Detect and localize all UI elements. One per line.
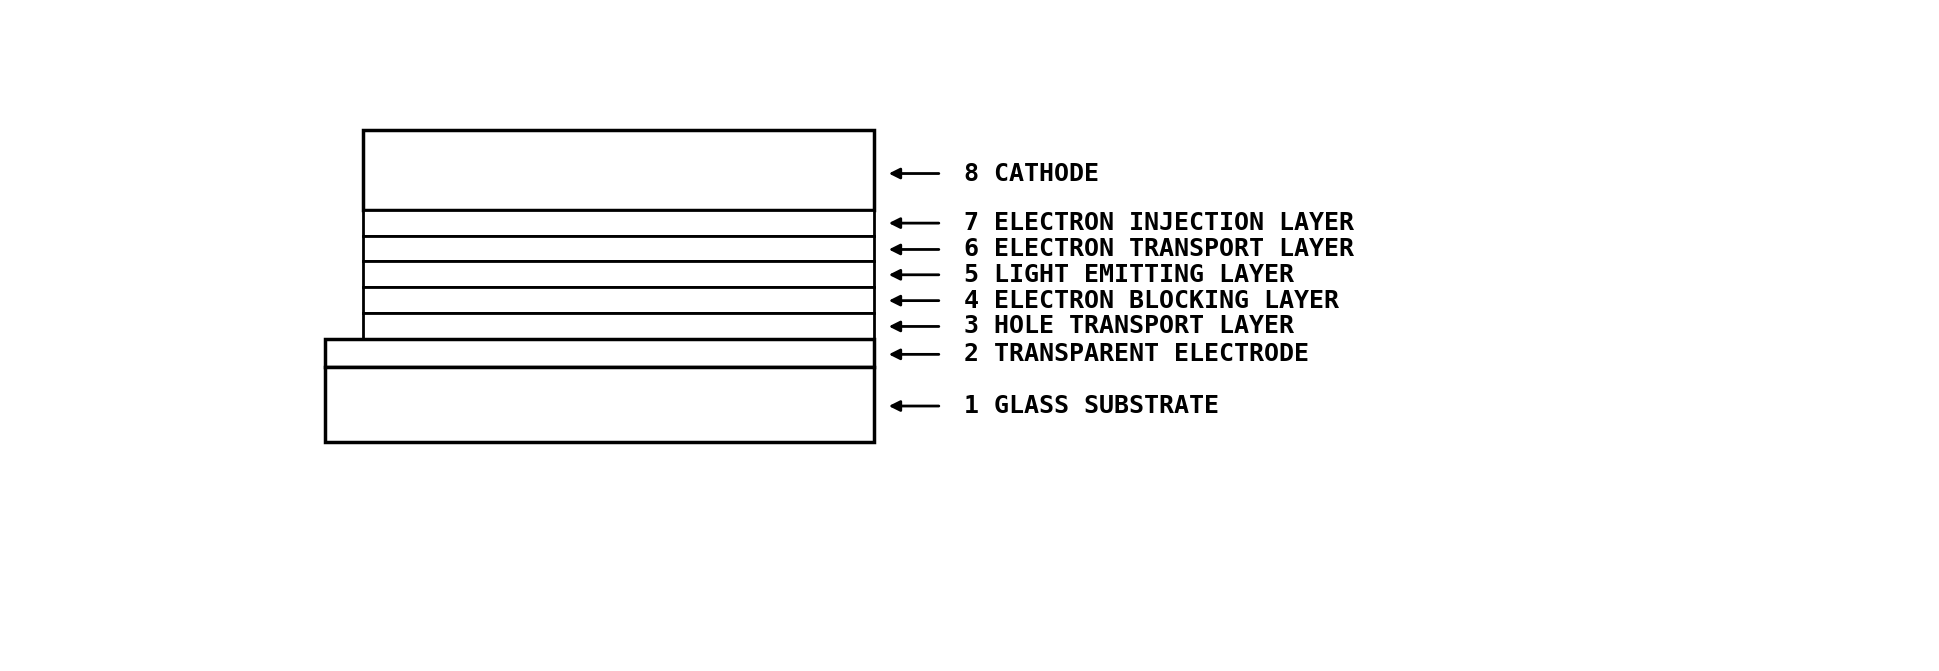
Text: 1 GLASS SUBSTRATE: 1 GLASS SUBSTRATE xyxy=(964,394,1218,418)
Text: 5 LIGHT EMITTING LAYER: 5 LIGHT EMITTING LAYER xyxy=(964,263,1293,287)
Text: 3 HOLE TRANSPORT LAYER: 3 HOLE TRANSPORT LAYER xyxy=(964,315,1293,338)
Text: 4 ELECTRON BLOCKING LAYER: 4 ELECTRON BLOCKING LAYER xyxy=(964,289,1338,313)
Bar xyxy=(363,261,873,287)
Bar xyxy=(363,130,873,209)
Bar xyxy=(363,287,873,313)
Text: 6 ELECTRON TRANSPORT LAYER: 6 ELECTRON TRANSPORT LAYER xyxy=(964,238,1353,262)
Bar xyxy=(326,367,873,442)
Bar xyxy=(363,236,873,261)
Bar xyxy=(363,209,873,236)
Bar xyxy=(363,313,873,339)
Text: 8 CATHODE: 8 CATHODE xyxy=(964,162,1099,185)
Bar xyxy=(326,339,873,367)
Text: 2 TRANSPARENT ELECTRODE: 2 TRANSPARENT ELECTRODE xyxy=(964,342,1309,366)
Text: 7 ELECTRON INJECTION LAYER: 7 ELECTRON INJECTION LAYER xyxy=(964,211,1353,235)
